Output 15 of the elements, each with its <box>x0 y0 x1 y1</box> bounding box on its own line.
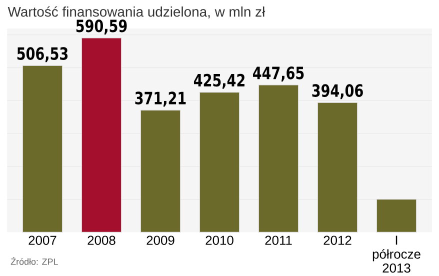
data-label: 394,06 <box>312 84 363 100</box>
x-tick-label: 2009 <box>146 236 174 245</box>
x-tick-label: 2010 <box>206 236 234 245</box>
text: Źródło: ZPL <box>10 257 58 265</box>
data-label: 506,53 <box>17 47 68 62</box>
x-tick-label: 2011 <box>265 236 292 245</box>
data-label: 447,65 <box>252 66 304 82</box>
x-tick-label: 2007 <box>28 236 56 245</box>
data-label: 590,59 <box>76 20 127 34</box>
x-tick-label: I półrocze 2013 <box>372 236 420 273</box>
data-label: 425,42 <box>194 74 244 89</box>
x-tick-label: 2008 <box>88 236 116 245</box>
data-label: 371,21 <box>135 92 186 107</box>
x-tick-label: 2012 <box>324 236 352 245</box>
chart-title: Wartość finansowania udzielona, w mln zł <box>8 6 266 18</box>
